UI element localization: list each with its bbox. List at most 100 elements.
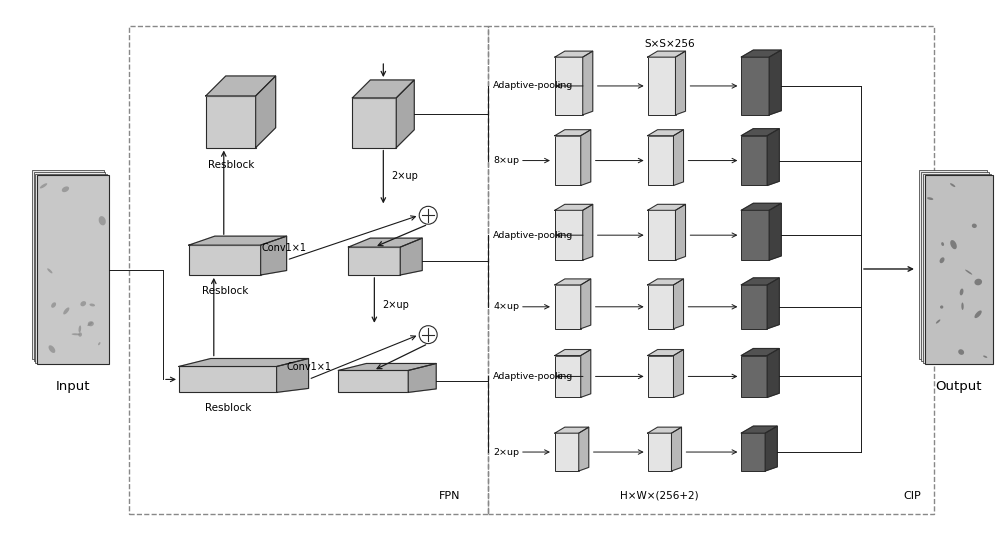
Bar <box>921 172 989 361</box>
Ellipse shape <box>72 333 80 335</box>
Text: Conv1×1: Conv1×1 <box>287 363 332 372</box>
Polygon shape <box>555 349 591 356</box>
Polygon shape <box>555 279 591 285</box>
Polygon shape <box>396 80 414 148</box>
Ellipse shape <box>936 319 940 324</box>
Polygon shape <box>256 76 276 148</box>
Ellipse shape <box>79 325 81 333</box>
Ellipse shape <box>965 270 972 274</box>
Bar <box>648 285 674 328</box>
Polygon shape <box>741 426 777 433</box>
Ellipse shape <box>51 302 56 308</box>
Bar <box>488 26 934 514</box>
Polygon shape <box>348 238 422 247</box>
Polygon shape <box>338 363 436 370</box>
Bar <box>555 356 581 398</box>
Text: CIP: CIP <box>903 491 921 501</box>
Polygon shape <box>408 363 436 392</box>
Ellipse shape <box>983 355 987 358</box>
Bar <box>338 370 408 392</box>
Bar <box>648 210 676 260</box>
Polygon shape <box>400 238 422 275</box>
Bar <box>555 285 581 328</box>
Ellipse shape <box>974 310 982 318</box>
Ellipse shape <box>88 321 94 326</box>
Ellipse shape <box>62 186 69 192</box>
Text: 2×up: 2×up <box>391 172 418 181</box>
Bar <box>352 98 396 148</box>
Polygon shape <box>648 129 683 136</box>
Ellipse shape <box>950 240 957 249</box>
Circle shape <box>419 326 437 343</box>
Ellipse shape <box>47 269 52 273</box>
Ellipse shape <box>960 288 963 295</box>
Ellipse shape <box>98 342 100 345</box>
Bar <box>741 136 767 186</box>
Text: 8×up: 8×up <box>493 156 519 165</box>
Text: Resblock: Resblock <box>208 159 254 170</box>
Polygon shape <box>583 51 593 115</box>
Circle shape <box>419 207 437 224</box>
Bar <box>741 285 767 328</box>
Bar <box>555 57 583 115</box>
Polygon shape <box>741 50 781 57</box>
Polygon shape <box>206 76 276 96</box>
Ellipse shape <box>940 305 943 309</box>
Polygon shape <box>581 129 591 186</box>
Bar <box>129 26 488 514</box>
Polygon shape <box>648 204 685 210</box>
Polygon shape <box>769 203 781 260</box>
Ellipse shape <box>950 183 955 187</box>
Text: Conv1×1: Conv1×1 <box>262 243 307 253</box>
Polygon shape <box>674 129 683 186</box>
Bar <box>189 245 261 275</box>
Text: 2×up: 2×up <box>493 448 519 456</box>
Bar <box>741 433 765 471</box>
Ellipse shape <box>940 257 945 263</box>
Bar <box>925 175 993 364</box>
Ellipse shape <box>974 279 982 285</box>
Polygon shape <box>189 236 287 245</box>
Bar <box>919 170 987 359</box>
Polygon shape <box>555 129 591 136</box>
Ellipse shape <box>63 308 69 315</box>
Polygon shape <box>352 80 414 98</box>
Text: 4×up: 4×up <box>493 302 519 311</box>
Bar <box>32 170 104 359</box>
Bar <box>37 175 109 364</box>
Polygon shape <box>676 51 685 115</box>
Polygon shape <box>648 427 681 433</box>
Bar <box>648 136 674 186</box>
Polygon shape <box>648 279 683 285</box>
Ellipse shape <box>89 303 95 307</box>
Ellipse shape <box>78 332 82 337</box>
Bar <box>179 366 277 392</box>
Polygon shape <box>741 203 781 210</box>
Polygon shape <box>581 279 591 328</box>
Polygon shape <box>261 236 287 275</box>
Bar <box>923 174 991 363</box>
Ellipse shape <box>961 302 964 310</box>
Bar <box>741 210 769 260</box>
Polygon shape <box>767 349 779 398</box>
Polygon shape <box>769 50 781 115</box>
Ellipse shape <box>941 242 944 246</box>
Polygon shape <box>741 129 779 136</box>
Bar <box>555 433 579 471</box>
Text: Adaptive-pooling: Adaptive-pooling <box>493 372 573 381</box>
Bar <box>206 96 256 148</box>
Polygon shape <box>767 129 779 186</box>
Polygon shape <box>767 278 779 328</box>
Text: Adaptive-pooling: Adaptive-pooling <box>493 81 573 90</box>
Polygon shape <box>674 349 683 398</box>
Polygon shape <box>741 278 779 285</box>
Polygon shape <box>581 349 591 398</box>
Ellipse shape <box>49 345 55 353</box>
Polygon shape <box>648 349 683 356</box>
Text: H×W×(256+2): H×W×(256+2) <box>620 491 699 501</box>
Bar <box>648 356 674 398</box>
Polygon shape <box>555 204 593 210</box>
Ellipse shape <box>99 216 106 225</box>
Text: S×S×256: S×S×256 <box>644 39 695 49</box>
Text: Resblock: Resblock <box>205 403 251 413</box>
